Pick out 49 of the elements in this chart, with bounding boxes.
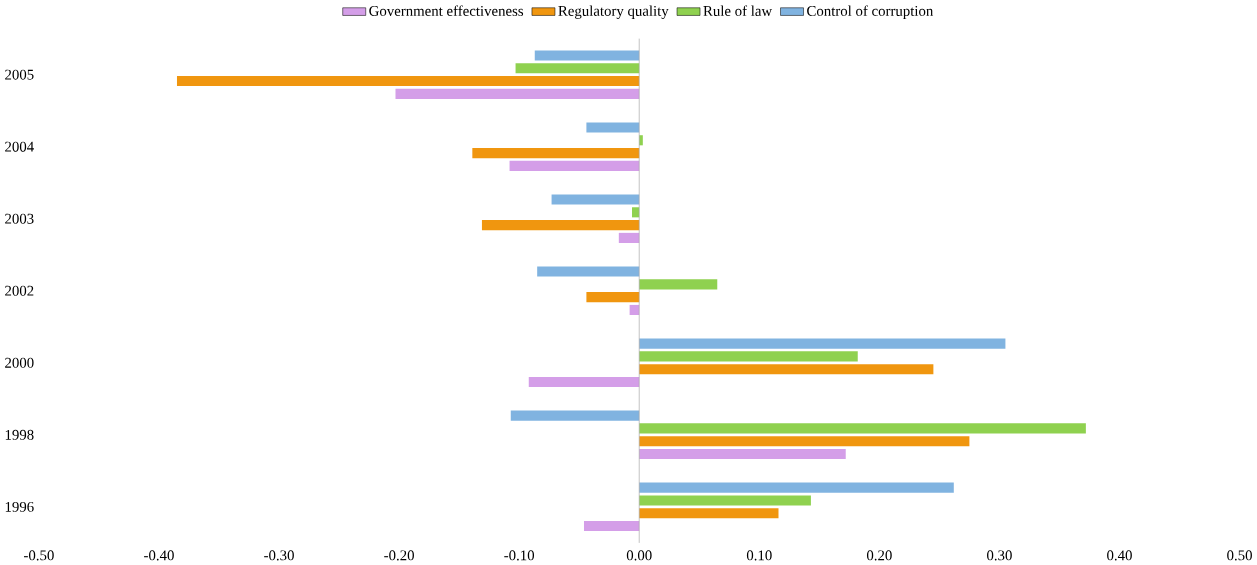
- x-tick-label: -0.10: [504, 550, 535, 561]
- x-tick-label: 0.00: [626, 550, 652, 561]
- bar: [586, 292, 640, 303]
- y-tick-label: 1998: [5, 429, 34, 440]
- bar: [481, 220, 640, 231]
- x-tick-label: -0.30: [264, 550, 294, 561]
- bar: [639, 279, 718, 290]
- bar: [586, 122, 640, 133]
- x-tick-label: -0.50: [24, 550, 54, 561]
- bar: [629, 304, 640, 316]
- bar: [551, 194, 640, 205]
- bar: [534, 50, 640, 61]
- bar: [537, 266, 640, 277]
- bar: [639, 495, 811, 506]
- bar: [639, 364, 934, 375]
- bar: [639, 449, 846, 460]
- legend-label: Regulatory quality: [558, 5, 669, 19]
- y-tick-label: 2004: [5, 141, 34, 152]
- y-tick-label: 2005: [5, 69, 34, 80]
- x-tick-label: 0.40: [1107, 550, 1132, 561]
- bar: [528, 376, 640, 388]
- bar: [639, 423, 1086, 434]
- bar: [639, 436, 970, 447]
- x-tick-label: 0.30: [987, 550, 1012, 561]
- y-tick-label: 2002: [5, 285, 34, 296]
- y-tick-label: 2003: [5, 213, 34, 224]
- bar: [510, 410, 640, 421]
- x-tick-label: -0.20: [384, 550, 414, 561]
- bar: [176, 76, 640, 87]
- bar: [639, 338, 1006, 349]
- legend-label: Government effectiveness: [369, 5, 524, 17]
- x-tick-label: -0.40: [144, 550, 174, 561]
- bar: [632, 207, 640, 218]
- bar: [509, 160, 640, 171]
- legend-label: Rule of law: [703, 5, 773, 17]
- bar: [515, 63, 640, 74]
- bar: [472, 148, 640, 159]
- bar: [639, 482, 954, 493]
- bar: [618, 232, 640, 244]
- x-tick-label: 0.20: [866, 550, 892, 561]
- y-tick-label: 2000: [5, 357, 34, 368]
- x-tick-label: 0.10: [746, 550, 772, 561]
- bar: [639, 351, 858, 362]
- bar: [395, 88, 640, 99]
- bar: [583, 521, 640, 532]
- y-tick-label: 1996: [5, 501, 34, 512]
- bar: [639, 508, 779, 519]
- legend-label: Control of corruption: [807, 5, 934, 20]
- x-tick-label: 0.50: [1227, 550, 1252, 561]
